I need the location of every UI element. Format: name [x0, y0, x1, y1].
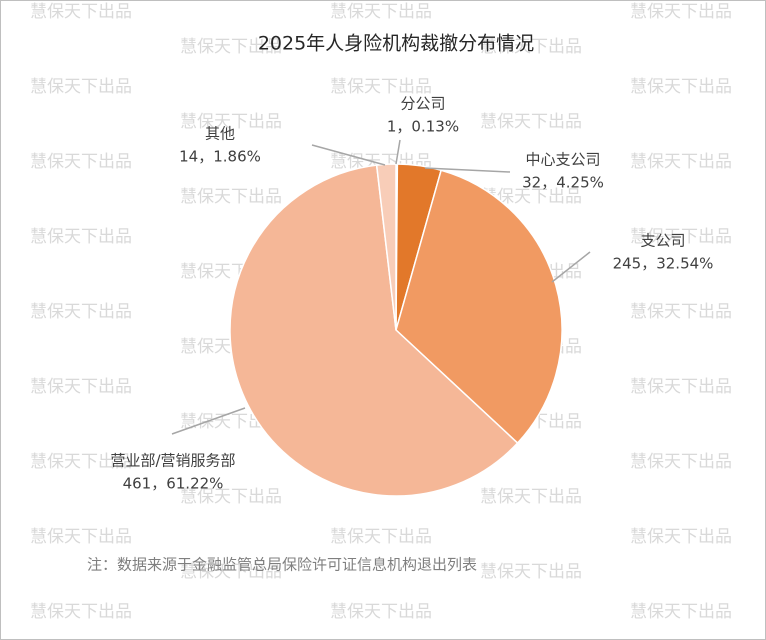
value-label: 461，61.22% — [123, 475, 224, 493]
watermark: 慧保天下出品 — [30, 302, 132, 322]
leader-line — [395, 139, 401, 165]
watermark: 慧保天下出品 — [630, 152, 732, 172]
leader-line — [311, 144, 386, 166]
watermark: 慧保天下出品 — [330, 77, 432, 97]
watermark: 慧保天下出品 — [330, 2, 432, 22]
watermark: 慧保天下出品 — [630, 602, 732, 622]
watermark: 慧保天下出品 — [180, 112, 282, 132]
leader-line — [551, 251, 591, 283]
watermark: 慧保天下出品 — [30, 452, 132, 472]
watermark: 慧保天下出品 — [480, 562, 582, 582]
pie-slice — [229, 164, 519, 497]
watermark: 慧保天下出品 — [630, 452, 732, 472]
watermark: 慧保天下出品 — [480, 112, 582, 132]
watermarks: 慧保天下出品慧保天下出品慧保天下出品慧保天下出品慧保天下出品慧保天下出品慧保天下… — [30, 2, 732, 622]
watermark: 慧保天下出品 — [630, 2, 732, 22]
watermark: 慧保天下出品 — [480, 187, 582, 207]
watermark: 慧保天下出品 — [30, 152, 132, 172]
note: 注：数据来源于金融监管总局保险许可证信息机构退出列表 — [87, 556, 477, 574]
watermark: 慧保天下出品 — [30, 527, 132, 547]
watermark: 慧保天下出品 — [30, 77, 132, 97]
watermark: 慧保天下出品 — [630, 77, 732, 97]
watermark: 慧保天下出品 — [480, 37, 582, 57]
value-label: 14，1.86% — [179, 148, 261, 166]
watermark: 慧保天下出品 — [630, 302, 732, 322]
value-label: 1，0.13% — [387, 118, 459, 136]
slice-label: 中心支公司 — [525, 151, 600, 169]
watermark: 慧保天下出品 — [630, 227, 732, 247]
watermark: 慧保天下出品 — [180, 37, 282, 57]
slice-label: 其他 — [205, 125, 235, 143]
slice-label: 分公司 — [400, 95, 445, 113]
watermark: 慧保天下出品 — [30, 227, 132, 247]
value-label: 32，4.25% — [522, 174, 604, 192]
slice-label: 支公司 — [640, 232, 685, 250]
watermark: 慧保天下出品 — [330, 602, 432, 622]
watermark: 慧保天下出品 — [30, 602, 132, 622]
watermark: 慧保天下出品 — [480, 487, 582, 507]
leader-line — [424, 167, 511, 173]
chart-title: 2025年人身险机构裁撤分布情况 — [258, 33, 534, 55]
watermark: 慧保天下出品 — [630, 377, 732, 397]
pie-slice — [395, 169, 563, 445]
pie — [229, 163, 563, 497]
slice-label: 营业部/营销服务部 — [110, 452, 235, 470]
watermark: 慧保天下出品 — [630, 527, 732, 547]
watermark: 慧保天下出品 — [30, 2, 132, 22]
leader-line — [171, 407, 246, 435]
watermark: 慧保天下出品 — [180, 187, 282, 207]
pie-slice — [375, 163, 397, 331]
watermark: 慧保天下出品 — [180, 562, 282, 582]
watermark: 慧保天下出品 — [30, 377, 132, 397]
value-label: 245，32.54% — [613, 255, 714, 273]
watermark: 慧保天下出品 — [180, 487, 282, 507]
watermark: 慧保天下出品 — [330, 527, 432, 547]
